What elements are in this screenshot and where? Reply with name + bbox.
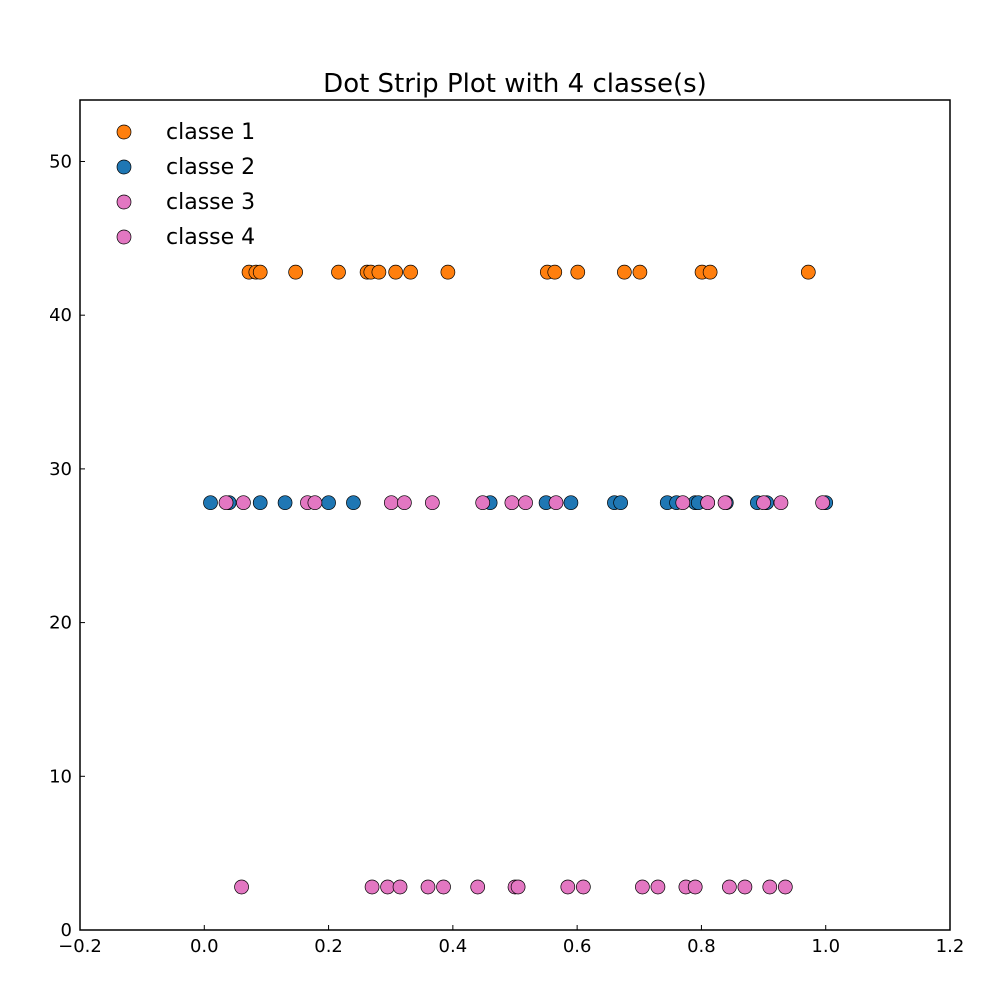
data-point — [277, 495, 293, 511]
data-point — [203, 495, 218, 511]
x-tick-label: 0.4 — [439, 936, 468, 957]
data-point — [700, 495, 715, 511]
data-point — [773, 495, 789, 511]
y-tick-label: 10 — [49, 766, 72, 787]
legend-label: classe 3 — [166, 190, 255, 215]
y-tick-label: 50 — [49, 151, 72, 172]
legend-marker — [116, 229, 132, 245]
data-point — [236, 495, 251, 511]
data-point — [321, 495, 336, 511]
data-point — [687, 879, 703, 895]
x-tick-label: 0.2 — [314, 936, 343, 957]
x-tick-label: 0.0 — [190, 936, 219, 957]
data-point — [380, 879, 395, 895]
y-tick-label: 30 — [49, 459, 72, 480]
data-point — [650, 879, 666, 895]
legend-marker — [116, 159, 132, 175]
data-point — [762, 879, 778, 895]
x-tick-label: 1.2 — [936, 936, 965, 957]
data-point — [470, 879, 486, 895]
data-point — [331, 264, 346, 280]
data-point — [510, 879, 526, 895]
x-tick-label: −0.2 — [58, 936, 102, 957]
data-point — [548, 495, 564, 511]
chart-title: Dot Strip Plot with 4 classe(s) — [323, 69, 707, 99]
points-layer — [203, 264, 834, 895]
data-point — [475, 495, 491, 511]
data-point — [371, 264, 387, 280]
data-point — [570, 264, 586, 280]
data-point — [815, 495, 830, 511]
data-point — [420, 879, 436, 895]
data-point — [717, 495, 733, 511]
series-4 — [218, 495, 830, 511]
data-point — [436, 879, 451, 895]
data-point — [397, 495, 412, 511]
data-point — [504, 495, 520, 511]
ticks-layer: −0.2 0.0 0.2 0.4 0.6 0.8 1.0 1.2 0 10 20 30 40 50 — [49, 151, 964, 957]
data-point — [756, 495, 771, 511]
y-tick-label: 0 — [61, 920, 72, 941]
data-point — [617, 264, 632, 280]
data-point — [425, 495, 440, 511]
data-point — [383, 495, 399, 511]
series-1 — [241, 264, 816, 280]
data-point — [737, 879, 753, 895]
data-point — [800, 264, 816, 280]
data-point — [392, 879, 408, 895]
data-point — [252, 264, 268, 280]
data-point — [702, 264, 718, 280]
data-point — [218, 495, 234, 511]
legend: classe 1 classe 2 classe 3 classe 4 — [116, 120, 255, 250]
data-point — [364, 879, 380, 895]
data-point — [675, 495, 691, 511]
plot-frame — [79, 99, 951, 931]
y-tick-label: 40 — [49, 305, 72, 326]
data-point — [632, 264, 648, 280]
x-tick-label: 1.0 — [811, 936, 840, 957]
legend-label: classe 1 — [166, 120, 255, 145]
x-tick-label: 0.6 — [563, 936, 592, 957]
data-point — [613, 495, 628, 511]
data-point — [388, 264, 404, 280]
data-point — [252, 495, 268, 511]
x-tick-label: 0.8 — [687, 936, 716, 957]
data-point — [635, 879, 650, 895]
data-point — [777, 879, 793, 895]
data-point — [563, 495, 579, 511]
data-point — [560, 879, 576, 895]
legend-label: classe 2 — [166, 155, 255, 180]
data-point — [288, 264, 303, 280]
legend-marker — [116, 194, 132, 210]
data-point — [722, 879, 737, 895]
data-point — [307, 495, 323, 511]
legend-marker — [116, 124, 132, 140]
data-point — [346, 495, 361, 511]
y-tick-label: 20 — [49, 613, 72, 634]
data-point — [576, 879, 591, 895]
legend-label: classe 4 — [166, 225, 255, 250]
data-point — [403, 264, 418, 280]
data-point — [440, 264, 456, 280]
data-point — [518, 495, 533, 511]
data-point — [547, 264, 563, 280]
series-3 — [234, 879, 793, 895]
data-point — [234, 879, 249, 895]
